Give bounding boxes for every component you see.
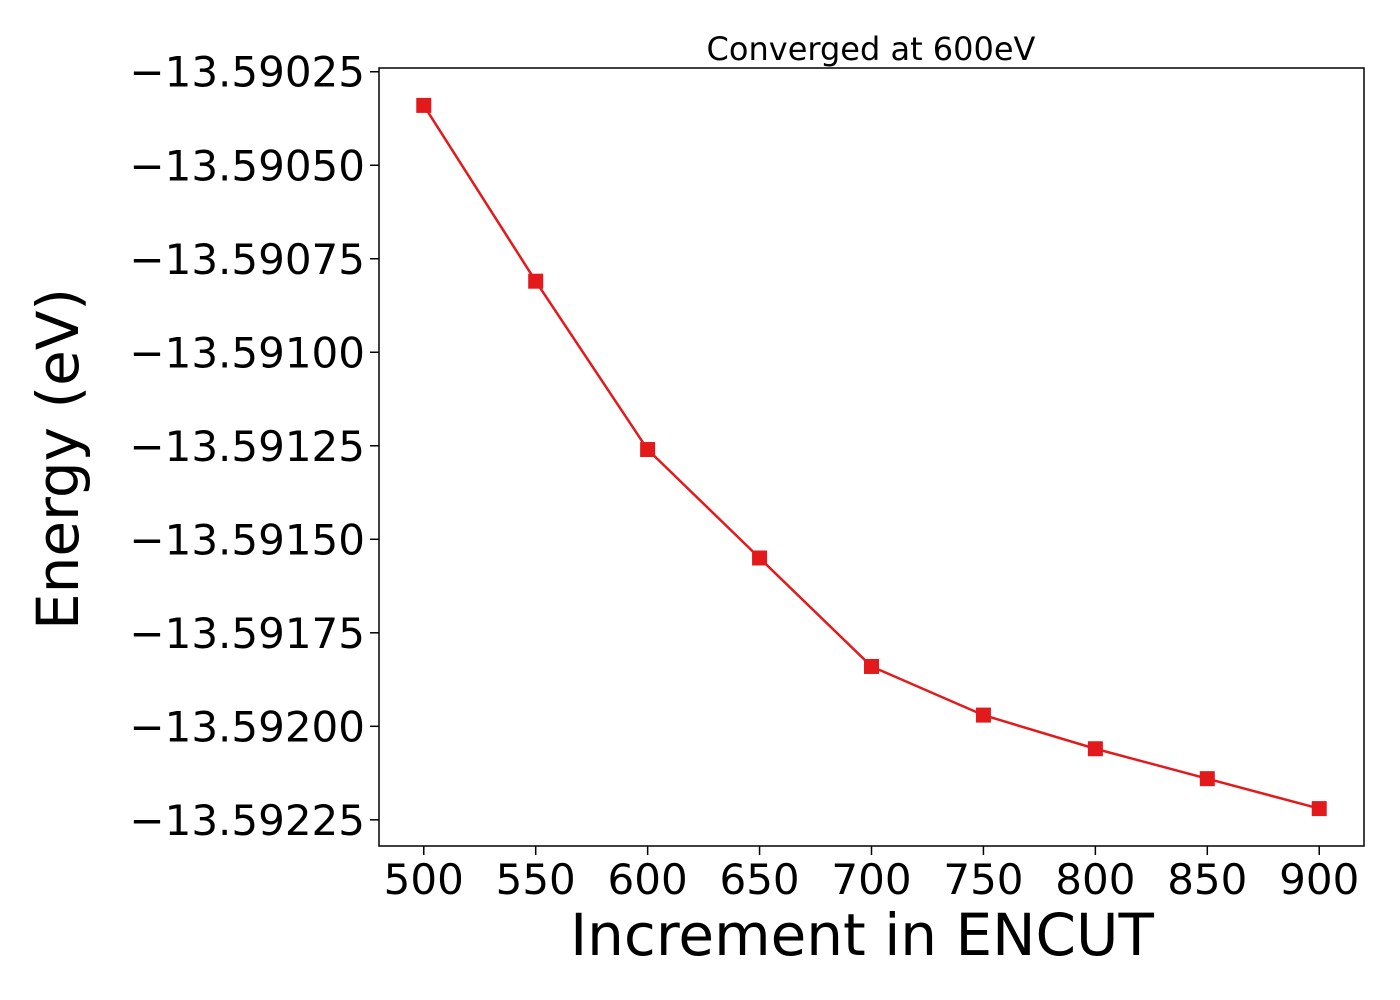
y-tick-label: −13.59200 — [129, 702, 365, 751]
x-tick-label: 900 — [1279, 855, 1359, 904]
x-tick-label: 550 — [496, 855, 576, 904]
x-tick-label: 850 — [1167, 855, 1247, 904]
y-tick-label: −13.59225 — [129, 796, 365, 845]
x-tick-label: 800 — [1055, 855, 1135, 904]
data-point-marker — [975, 707, 991, 723]
plot-frame — [378, 67, 1365, 847]
chart-title: Converged at 600eV — [707, 30, 1036, 68]
y-tick-label: −13.59150 — [129, 515, 365, 564]
y-tick-label: −13.59125 — [129, 422, 365, 471]
data-point-marker — [640, 442, 656, 458]
y-tick-label: −13.59100 — [129, 328, 365, 377]
data-point-marker — [864, 658, 879, 674]
data-point-marker — [1087, 741, 1103, 757]
y-axis-title: Energy (eV) — [24, 288, 92, 630]
x-tick-label: 500 — [384, 855, 464, 904]
data-point-marker — [1311, 801, 1327, 817]
x-tick-label: 700 — [831, 855, 911, 904]
y-tick-label: −13.59050 — [129, 141, 365, 190]
y-tick-label: −13.59075 — [129, 235, 365, 284]
x-axis-ticks: 500 550 600 650 700 750 800 850 900 — [384, 846, 1359, 904]
data-point-marker — [416, 97, 432, 113]
data-point-marker — [1199, 771, 1215, 787]
series-group — [416, 97, 1327, 817]
x-tick-label: 650 — [719, 855, 799, 904]
data-point-marker — [752, 550, 768, 566]
x-axis-title: Increment in ENCUT — [570, 901, 1154, 969]
y-tick-label: −13.59175 — [129, 609, 365, 658]
y-tick-label: −13.59025 — [129, 48, 365, 97]
x-tick-label: 600 — [608, 855, 688, 904]
x-tick-label: 750 — [943, 855, 1023, 904]
data-point-marker — [528, 273, 544, 289]
y-axis-ticks: −13.59025 −13.59050 −13.59075 −13.59100 −13.… — [129, 48, 379, 845]
